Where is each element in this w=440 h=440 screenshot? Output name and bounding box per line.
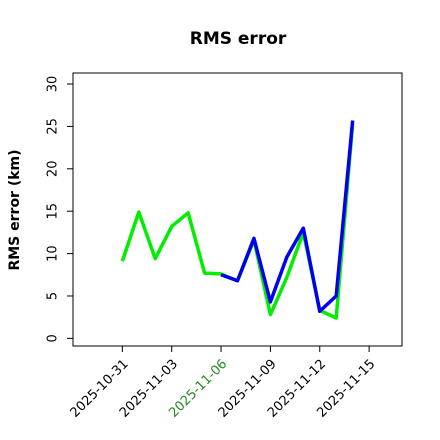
y-tick-label: 20	[46, 161, 61, 178]
y-tick-label: 5	[46, 292, 61, 300]
chart-title: RMS error	[190, 29, 287, 49]
y-tick-label: 0	[46, 334, 61, 342]
y-tick-label: 30	[46, 76, 61, 93]
plot-frame	[72, 72, 403, 347]
y-tick-label: 25	[46, 118, 61, 135]
y-tick-label: 10	[46, 245, 61, 262]
data-line	[120, 123, 355, 320]
y-tick-label: 15	[46, 203, 61, 220]
y-axis-label: RMS error (km)	[7, 149, 23, 270]
data-line	[220, 120, 355, 313]
